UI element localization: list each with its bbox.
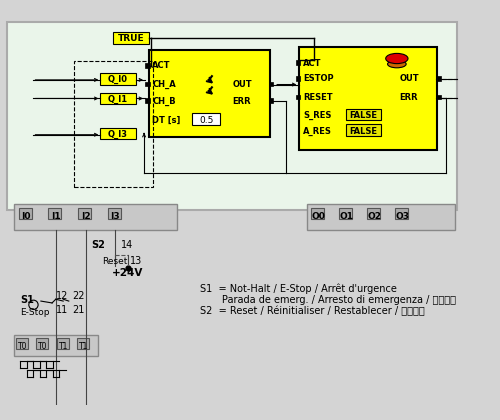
Bar xyxy=(268,82,273,87)
Bar xyxy=(296,76,300,81)
Text: 12: 12 xyxy=(56,291,68,300)
Text: ERR: ERR xyxy=(400,93,418,102)
Bar xyxy=(36,338,48,349)
Text: 0.5: 0.5 xyxy=(199,116,214,125)
Bar xyxy=(16,338,28,349)
Text: A_RES: A_RES xyxy=(303,126,332,136)
Bar xyxy=(14,336,98,356)
Bar xyxy=(14,205,176,231)
Bar xyxy=(312,208,324,219)
Text: CH_A: CH_A xyxy=(152,80,176,89)
Text: O2: O2 xyxy=(368,212,382,221)
Bar xyxy=(395,208,408,219)
Text: 22: 22 xyxy=(72,291,85,300)
Text: Parada de emerg. / Arresto di emergenza / 非常停止: Parada de emerg. / Arresto di emergenza … xyxy=(200,295,456,305)
Bar xyxy=(268,98,273,103)
Text: ACT: ACT xyxy=(303,59,322,68)
Text: ERR: ERR xyxy=(232,97,251,106)
Text: S2  = Reset / Réinitialiser / Restablecer / リセット: S2 = Reset / Réinitialiser / Restablecer… xyxy=(200,306,424,316)
Text: ACT: ACT xyxy=(152,61,171,71)
Text: ESTOP: ESTOP xyxy=(303,74,334,84)
Text: Reset: Reset xyxy=(102,257,128,265)
Bar xyxy=(367,208,380,219)
Bar xyxy=(306,205,456,231)
Bar xyxy=(296,95,300,100)
Text: S1  = Not-Halt / E-Stop / Arrêt d'urgence: S1 = Not-Halt / E-Stop / Arrêt d'urgence xyxy=(200,284,396,294)
Text: 11: 11 xyxy=(56,305,68,315)
Ellipse shape xyxy=(386,53,408,63)
Text: FALSE: FALSE xyxy=(350,126,378,136)
Bar xyxy=(56,338,69,349)
Bar xyxy=(100,93,136,104)
Text: I2: I2 xyxy=(80,212,90,221)
Bar xyxy=(436,76,440,81)
Bar xyxy=(346,124,381,136)
Text: O3: O3 xyxy=(396,212,409,221)
Ellipse shape xyxy=(388,60,406,68)
Bar xyxy=(77,338,89,349)
Text: 13: 13 xyxy=(130,256,142,266)
Text: O0: O0 xyxy=(312,212,326,221)
Bar xyxy=(8,22,458,210)
Text: OUT: OUT xyxy=(232,80,252,89)
Text: S2: S2 xyxy=(91,240,105,250)
Text: CH_B: CH_B xyxy=(152,97,176,106)
Text: +24V: +24V xyxy=(112,268,143,278)
Bar xyxy=(339,208,352,219)
Text: T1: T1 xyxy=(79,342,88,351)
Bar xyxy=(18,208,32,219)
Text: I3: I3 xyxy=(110,212,120,221)
Bar xyxy=(148,50,270,136)
Bar xyxy=(48,208,62,219)
Text: 14: 14 xyxy=(121,240,133,250)
Text: I0: I0 xyxy=(22,212,31,221)
Bar xyxy=(436,95,440,100)
Bar xyxy=(296,60,300,65)
Bar xyxy=(100,128,136,139)
Text: RESET: RESET xyxy=(303,93,332,102)
Bar xyxy=(145,82,150,87)
Bar xyxy=(346,109,381,120)
Text: O1: O1 xyxy=(340,212,353,221)
Text: Q_I1: Q_I1 xyxy=(108,95,128,104)
Text: TRUE: TRUE xyxy=(118,34,144,44)
Text: E-Stop: E-Stop xyxy=(20,308,50,317)
Bar xyxy=(145,63,150,68)
Text: T1: T1 xyxy=(58,342,68,351)
Text: 21: 21 xyxy=(72,305,85,315)
Text: DT [s]: DT [s] xyxy=(152,116,181,125)
Bar xyxy=(145,98,150,103)
Text: OUT: OUT xyxy=(400,74,419,84)
Text: S1: S1 xyxy=(20,295,34,305)
Bar xyxy=(114,32,148,44)
Text: S_RES: S_RES xyxy=(303,110,332,120)
Text: Q_I3: Q_I3 xyxy=(108,130,128,139)
Bar xyxy=(300,47,437,150)
Text: T0: T0 xyxy=(18,342,27,351)
Text: FALSE: FALSE xyxy=(350,111,378,120)
Bar xyxy=(100,74,136,84)
Text: T0: T0 xyxy=(38,342,48,351)
Text: I1: I1 xyxy=(51,212,60,221)
Bar xyxy=(108,208,121,219)
Bar xyxy=(78,208,91,219)
Text: Q_I0: Q_I0 xyxy=(108,75,128,84)
Bar xyxy=(192,113,220,126)
